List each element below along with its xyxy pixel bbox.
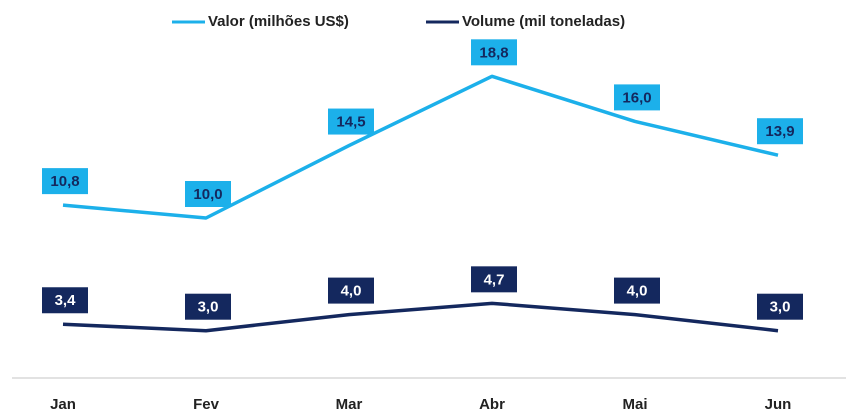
data-label: 3,0	[198, 299, 219, 316]
series-line	[62, 301, 779, 333]
data-label: 4,0	[627, 283, 648, 300]
data-label-box	[471, 266, 517, 293]
data-label: 3,4	[55, 292, 77, 309]
data-label-box	[471, 39, 517, 66]
legend-label: Volume (mil toneladas)	[462, 13, 625, 30]
x-tick-label: Jun	[765, 396, 792, 413]
x-tick-label: Fev	[193, 396, 220, 413]
data-label: 4,7	[484, 271, 505, 288]
data-label: 18,8	[479, 44, 508, 61]
data-label-box	[614, 84, 660, 111]
data-label-box	[614, 277, 660, 304]
data-label-box	[757, 118, 803, 145]
x-tick-label: Mar	[336, 396, 363, 413]
data-label-box	[328, 108, 374, 135]
x-tick-label: Jan	[50, 396, 76, 413]
data-label: 14,5	[336, 114, 365, 131]
data-label-box	[185, 181, 231, 207]
legend-label: Valor (milhões US$)	[208, 13, 349, 30]
data-label-box	[185, 293, 231, 320]
data-label-box	[328, 277, 374, 304]
x-tick-label: Abr	[479, 396, 505, 413]
data-label: 13,9	[765, 123, 794, 140]
data-label-box	[42, 287, 88, 314]
data-label: 3,0	[770, 299, 791, 316]
data-label-box	[42, 168, 88, 195]
data-label: 10,8	[50, 173, 79, 190]
x-tick-label: Mai	[622, 396, 647, 413]
series-line	[62, 74, 779, 220]
data-label: 4,0	[341, 283, 362, 300]
data-label: 10,0	[193, 186, 222, 203]
data-label: 16,0	[622, 89, 651, 106]
data-label-box	[757, 293, 803, 320]
